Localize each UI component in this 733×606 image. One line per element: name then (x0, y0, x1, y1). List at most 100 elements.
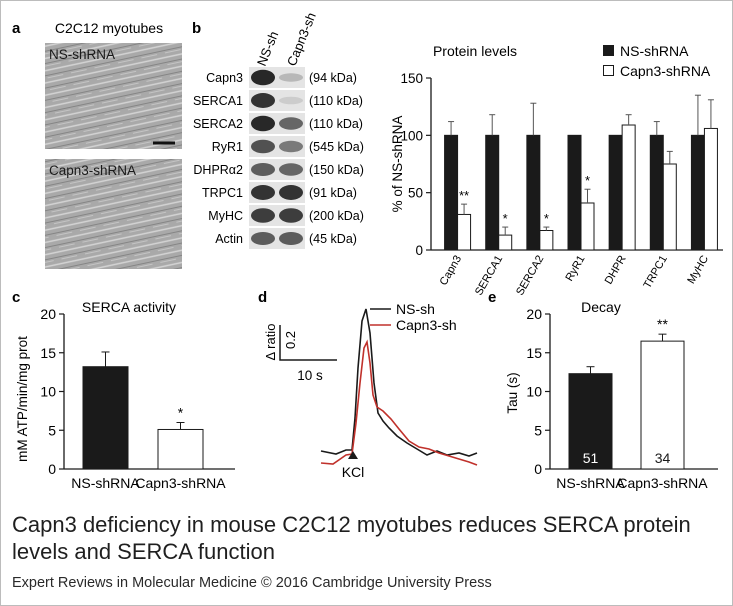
copyright-line: Expert Reviews in Molecular Medicine © 2… (12, 575, 492, 591)
bar-capn3-shrna (157, 428, 204, 470)
y-tick-label: 5 (534, 422, 542, 438)
bar-ns (690, 134, 705, 251)
sample-size-label: 51 (583, 450, 599, 466)
bar-ns (485, 134, 500, 251)
blot-size-label: (91 kDa) (309, 186, 357, 200)
blot-protein-label: MyHC (208, 209, 243, 223)
y-tick-label: 0 (534, 461, 542, 477)
protein-chart-title: Protein levels (433, 43, 517, 59)
blot-column-capn3: Capn3-sh (284, 10, 319, 68)
blot-size-label: (45 kDa) (309, 232, 357, 246)
legend-label-capn3: Capn3-shRNA (620, 63, 711, 79)
panel-e-letter: e (488, 289, 496, 306)
blot-protein-label: DHPRα2 (193, 163, 243, 177)
serca-chart-ylabel: mM ATP/min/mg prot (15, 336, 30, 462)
blot-protein-label: Capn3 (206, 71, 243, 85)
scale-x-label: 10 s (297, 368, 323, 383)
blot-size-label: (150 kDa) (309, 163, 364, 177)
trace-capn3-sh (320, 339, 478, 466)
category-label: MyHC (685, 253, 711, 286)
y-tick-label: 100 (400, 128, 423, 143)
blot-protein-label: TRPC1 (202, 186, 243, 200)
bar-ns (608, 134, 623, 251)
bar-ns (567, 134, 582, 251)
blot-size-label: (545 kDa) (309, 140, 364, 154)
significance-mark: * (178, 405, 184, 421)
category-label: NS-shRNA (71, 475, 140, 491)
trace-scale-bar: Δ ratio 0.2 10 s (263, 324, 337, 383)
blot-band (279, 140, 303, 153)
y-tick-label: 50 (408, 186, 423, 201)
trace-legend: NS-sh Capn3-sh (370, 301, 457, 333)
blot-band (251, 115, 275, 132)
panel-c-letter: c (12, 289, 20, 306)
significance-mark: * (544, 211, 549, 226)
blot-band (251, 208, 275, 223)
decay-chart: 0 5 10 15 20 51 NS-shRNA ** 34 Capn3-shRNA (526, 306, 718, 491)
legend-swatch-capn3 (603, 65, 614, 76)
panel-d-letter: d (258, 289, 267, 306)
category-label: RyR1 (563, 254, 587, 284)
protein-chart-ylabel: % of NS-shRNA (390, 116, 405, 213)
bar-ns (649, 134, 664, 251)
blot-band (279, 232, 303, 245)
y-tick-label: 20 (526, 306, 542, 322)
blot-band (279, 96, 303, 105)
y-tick-label: 10 (526, 384, 542, 400)
bar-capn3 (662, 163, 677, 251)
blot-band (251, 139, 275, 154)
y-tick-label: 5 (48, 422, 56, 438)
serca-chart-title: SERCA activity (82, 299, 176, 315)
significance-mark: * (585, 173, 590, 188)
bar-capn3 (621, 124, 636, 251)
y-tick-label: 15 (526, 345, 542, 361)
blot-column-ns: NS-sh (254, 29, 281, 68)
category-label: Capn3-shRNA (135, 475, 226, 491)
micrograph-capn3-shrna: Capn3-shRNA (45, 159, 182, 269)
blot-band (279, 208, 303, 223)
figure-canvas: a C2C12 myotubes NS-shRNA Capn3-shRNA b … (12, 10, 723, 491)
blot-protein-label: SERCA1 (193, 94, 243, 108)
protein-chart-legend: NS-shRNA Capn3-shRNA (603, 43, 711, 79)
western-blots: Capn3 (94 kDa) SERCA1 (110 kDa) SERCA2 (110 k… (193, 67, 364, 249)
blot-size-label: (94 kDa) (309, 71, 357, 85)
category-label: Capn3-shRNA (617, 475, 708, 491)
blot-band (251, 232, 275, 245)
blot-band (251, 185, 275, 200)
trace-legend-capn3: Capn3-sh (396, 317, 457, 333)
panel-a-letter: a (12, 20, 21, 37)
panel-b-letter: b (192, 20, 201, 37)
category-label: DHPR (603, 253, 629, 286)
decay-chart-ylabel: Tau (s) (505, 372, 520, 413)
y-tick-label: 15 (40, 345, 56, 361)
category-label: Capn3 (438, 254, 465, 288)
bar-capn3 (580, 202, 595, 251)
y-tick-label: 150 (400, 71, 423, 86)
legend-label-ns: NS-shRNA (620, 43, 689, 59)
significance-mark: * (503, 211, 508, 226)
y-tick-label: 10 (40, 384, 56, 400)
blot-protein-label: Actin (215, 232, 243, 246)
serca-activity-chart: 0 5 10 15 20 NS-shRNA * Capn3-shRNA (40, 306, 235, 491)
scale-y-label: Δ ratio (263, 324, 278, 361)
stimulus-arrow-icon (348, 451, 358, 459)
bar-capn3 (498, 234, 513, 251)
significance-mark: ** (657, 316, 668, 332)
blot-band (279, 117, 303, 130)
sample-size-label: 34 (655, 450, 671, 466)
blot-band (251, 163, 275, 176)
blot-protein-label: SERCA2 (193, 117, 243, 131)
calcium-traces: KCl (320, 308, 478, 480)
legend-swatch-ns (603, 45, 614, 56)
bar-capn3 (703, 127, 718, 251)
bar-capn3-shrna (640, 340, 685, 470)
blot-band (251, 93, 275, 108)
y-tick-label: 0 (48, 461, 56, 477)
blot-size-label: (110 kDa) (309, 117, 363, 131)
bar-ns (444, 134, 459, 251)
y-tick-label: 20 (40, 306, 56, 322)
micrograph-label-capn3: Capn3-shRNA (49, 163, 136, 178)
blot-band (251, 69, 275, 86)
y-tick-label: 0 (415, 243, 423, 258)
